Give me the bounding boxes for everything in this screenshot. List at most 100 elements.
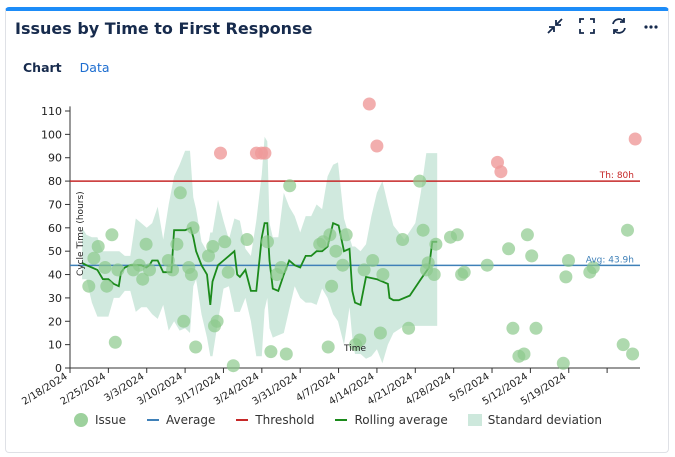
issue-point bbox=[502, 242, 516, 256]
issue-point bbox=[370, 139, 384, 153]
issue-point bbox=[206, 240, 220, 253]
issue-point bbox=[621, 223, 634, 237]
issue-point bbox=[586, 261, 600, 274]
issue-point bbox=[143, 263, 156, 277]
tab-chart[interactable]: Chart bbox=[23, 60, 62, 75]
issue-point bbox=[189, 340, 203, 354]
issue-point bbox=[283, 179, 297, 193]
issue-point bbox=[221, 265, 235, 279]
issue-point bbox=[218, 235, 232, 249]
issue-point bbox=[457, 265, 471, 279]
legend-stddev[interactable]: Standard deviation bbox=[467, 412, 602, 428]
issue-point bbox=[139, 237, 153, 251]
issue-point bbox=[184, 268, 198, 281]
widget-title: Issues by Time to First Response bbox=[15, 19, 313, 38]
issue-point bbox=[105, 228, 119, 242]
legend-threshold-label: Threshold bbox=[255, 413, 315, 427]
issue-point bbox=[517, 347, 531, 361]
issue-point bbox=[339, 228, 353, 242]
y-tick-label: 80 bbox=[48, 175, 62, 188]
legend-issue[interactable]: Issue bbox=[73, 412, 126, 428]
issue-point bbox=[353, 333, 367, 347]
issue-point bbox=[427, 268, 441, 281]
issue-point bbox=[402, 321, 416, 335]
issue-point bbox=[362, 97, 376, 111]
y-tick-label: 50 bbox=[48, 245, 62, 258]
issue-point bbox=[529, 321, 543, 335]
y-tick-label: 30 bbox=[48, 292, 62, 305]
issue-point bbox=[628, 132, 642, 146]
issue-point bbox=[108, 335, 122, 349]
legend-average[interactable]: Average bbox=[146, 412, 215, 428]
issue-point bbox=[100, 279, 114, 293]
y-tick-label: 90 bbox=[48, 152, 62, 165]
issue-point bbox=[177, 314, 191, 328]
y-tick-label: 10 bbox=[48, 339, 62, 352]
legend-rolling[interactable]: Rolling average bbox=[334, 412, 448, 428]
issue-point bbox=[357, 263, 371, 277]
collapse-icon[interactable] bbox=[545, 16, 565, 36]
issue-point bbox=[373, 326, 387, 340]
y-tick-label: 100 bbox=[41, 128, 62, 141]
threshold-label: Th: 80h bbox=[599, 171, 634, 181]
issue-point bbox=[480, 258, 494, 272]
legend-stddev-label: Standard deviation bbox=[487, 413, 602, 427]
issue-point bbox=[87, 251, 101, 265]
issue-point bbox=[366, 254, 380, 267]
issue-point bbox=[170, 237, 184, 251]
legend-issue-label: Issue bbox=[95, 413, 127, 427]
refresh-icon[interactable] bbox=[609, 16, 629, 36]
issue-point bbox=[506, 321, 520, 335]
issue-point bbox=[321, 340, 335, 354]
issue-point bbox=[261, 235, 274, 249]
issue-point bbox=[325, 279, 339, 293]
issue-point bbox=[111, 263, 125, 277]
issue-point bbox=[279, 347, 293, 361]
issue-point bbox=[166, 263, 180, 277]
issue-point bbox=[214, 146, 227, 160]
fullscreen-icon[interactable] bbox=[577, 16, 597, 36]
issue-point bbox=[559, 270, 573, 284]
issue-point bbox=[626, 347, 640, 361]
issue-point bbox=[274, 261, 288, 274]
issue-point bbox=[494, 165, 508, 179]
issue-point bbox=[210, 314, 224, 328]
issue-point bbox=[91, 240, 105, 253]
issue-point bbox=[556, 356, 570, 370]
issue-point bbox=[413, 174, 427, 188]
issue-point bbox=[416, 223, 430, 237]
issue-point bbox=[82, 279, 96, 293]
issue-point bbox=[376, 268, 390, 281]
issue-point bbox=[173, 186, 187, 200]
widget-toolbar bbox=[545, 16, 661, 36]
x-axis-title: Time bbox=[343, 344, 366, 354]
view-tabs: Chart Data bbox=[23, 60, 110, 75]
average-label: Avg: 43.9h bbox=[586, 255, 634, 265]
issue-point bbox=[264, 345, 278, 359]
issue-point bbox=[421, 256, 435, 270]
y-tick-label: 20 bbox=[48, 315, 62, 328]
issue-point bbox=[450, 228, 464, 242]
issue-point bbox=[132, 258, 146, 272]
issue-point bbox=[429, 237, 443, 251]
y-tick-label: 70 bbox=[48, 198, 62, 211]
y-tick-label: 60 bbox=[48, 222, 62, 235]
issue-point bbox=[616, 338, 630, 352]
y-tick-label: 0 bbox=[55, 362, 62, 375]
more-icon[interactable] bbox=[641, 16, 661, 36]
legend-issue-marker bbox=[74, 413, 89, 427]
issue-point bbox=[396, 233, 410, 246]
issue-point bbox=[258, 146, 272, 160]
issue-point bbox=[186, 221, 200, 235]
legend-average-label: Average bbox=[166, 413, 216, 427]
legend-stddev-marker bbox=[467, 414, 482, 426]
issue-point bbox=[226, 359, 240, 373]
issue-point bbox=[562, 254, 575, 267]
issue-point bbox=[336, 258, 350, 272]
legend-rolling-label: Rolling average bbox=[354, 413, 448, 427]
y-tick-label: 40 bbox=[48, 269, 62, 282]
chart-legend: Issue Average Threshold Rolling average … bbox=[0, 412, 675, 428]
tab-data[interactable]: Data bbox=[79, 60, 110, 75]
legend-threshold[interactable]: Threshold bbox=[235, 412, 314, 428]
